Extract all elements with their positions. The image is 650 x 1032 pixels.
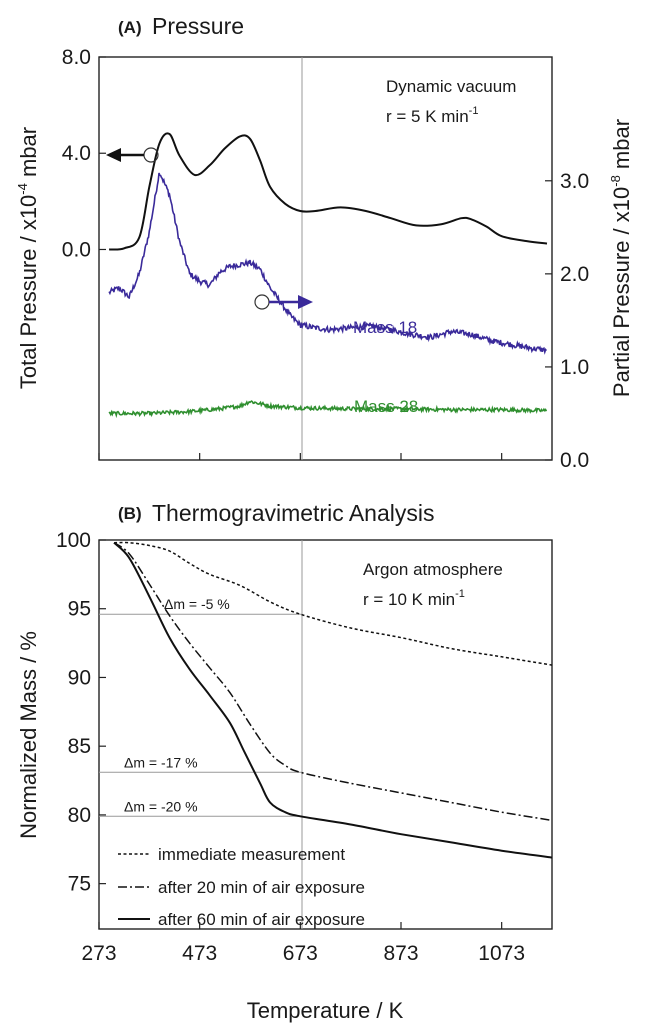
mass-18-label: Mass 18: [353, 318, 417, 337]
panel-a-left-ylabel: Total Pressure / x10-4 mbar: [15, 127, 41, 389]
mass-loss-label-2: Δm = -20 %: [124, 798, 198, 814]
panel-a-left-ticks: 0.0 4.0 8.0: [62, 46, 106, 261]
panel-b: (B) Thermogravimetric Analysis 273 473 673…: [16, 500, 553, 1023]
panel-b-x-ticks: 273 473 673 873 1073: [81, 922, 525, 965]
tga-60min-line: [113, 541, 553, 859]
legend-entry-60min: after 60 min of air exposure: [118, 910, 365, 929]
x-tick-label-3: 873: [383, 942, 418, 965]
panel-a-right-tick-label-0: 0.0: [560, 449, 589, 472]
panel-b-mass-loss-labels: Δm = -5 % Δm = -17 % Δm = -20 %: [124, 596, 230, 814]
panel-a-right-ticks: 0.0 1.0 2.0 3.0: [545, 170, 589, 472]
panel-a-title: Pressure: [152, 13, 244, 39]
panel-b-annotation: Argon atmosphere r = 10 K min-1: [363, 560, 503, 609]
panel-b-rate-exp: -1: [455, 588, 465, 600]
panel-a-x-ticks: [98, 453, 503, 460]
panel-a: (A) Pressure 0.0 4.0 8.0 0.0 1.0 2.0 3.0 Dyna…: [15, 13, 634, 472]
left-axis-arrowhead: [106, 148, 121, 162]
panel-a-left-tick-label-0: 0.0: [62, 238, 91, 261]
panel-b-y-ticks: 75 80 85 90 95 100: [56, 529, 106, 896]
legend-entry-20min: after 20 min of air exposure: [118, 878, 365, 897]
panel-b-letter: (B): [118, 504, 142, 523]
x-axis-label: Temperature / K: [247, 998, 404, 1023]
panel-a-right-ylabel: Partial Pressure / x10-8 mbar: [608, 119, 634, 397]
legend: immediate measurement after 20 min of ai…: [118, 845, 365, 929]
panel-a-frame: [98, 56, 553, 461]
tga-20min-line: [113, 542, 553, 822]
panel-a-right-tick-label-1: 1.0: [560, 356, 589, 379]
panel-a-letter: (A): [118, 18, 142, 37]
left-ylabel-exp: -4: [15, 183, 30, 195]
panel-b-y-tick-label-3: 90: [68, 666, 91, 689]
mass-loss-label-1: Δm = -17 %: [124, 754, 198, 770]
right-axis-arrowhead: [298, 295, 313, 309]
panel-b-y-tick-label-4: 95: [68, 598, 91, 621]
right-ylabel-exp: -8: [608, 175, 623, 187]
panel-b-y-tick-label-2: 85: [68, 735, 91, 758]
right-ylabel-unit: mbar: [609, 119, 634, 175]
x-tick-label-2: 673: [283, 942, 318, 965]
panel-b-rate: r = 10 K min-1: [363, 588, 465, 609]
panel-a-left-tick-label-2: 8.0: [62, 46, 91, 69]
legend-label-immediate: immediate measurement: [158, 845, 345, 864]
panel-b-reference-lines: [99, 613, 302, 817]
right-axis-pointer-marker: [254, 294, 270, 310]
panel-a-rate-exp: -1: [469, 105, 479, 117]
left-ylabel-unit: mbar: [16, 127, 41, 183]
right-axis-pointer: [254, 294, 313, 310]
panel-a-condition: Dynamic vacuum: [386, 77, 516, 96]
mass-18-line: [108, 172, 548, 355]
x-tick-label-4: 1073: [478, 942, 525, 965]
panel-a-annotation: Dynamic vacuum r = 5 K min-1: [386, 77, 516, 126]
panel-a-left-tick-label-1: 4.0: [62, 142, 91, 165]
mass-28-label: Mass 28: [354, 397, 418, 416]
panel-b-ylabel: Normalized Mass / %: [16, 631, 41, 839]
left-axis-pointer: [106, 147, 159, 163]
legend-entry-immediate: immediate measurement: [118, 845, 345, 864]
left-ylabel-base: Total Pressure / x10: [16, 195, 41, 389]
panel-a-rate-base: r = 5 K min: [386, 107, 469, 126]
mass-loss-label-0: Δm = -5 %: [164, 596, 230, 612]
panel-b-title: Thermogravimetric Analysis: [152, 500, 434, 526]
panel-b-frame: [98, 539, 553, 930]
panel-b-y-tick-label-0: 75: [68, 873, 91, 896]
panel-b-rate-base: r = 10 K min: [363, 590, 455, 609]
panel-a-right-tick-label-3: 3.0: [560, 170, 589, 193]
x-tick-label-1: 473: [182, 942, 217, 965]
panel-a-right-tick-label-2: 2.0: [560, 263, 589, 286]
panel-b-y-tick-label-1: 80: [68, 804, 91, 827]
tga-immediate-line: [114, 541, 553, 666]
total-pressure-line: [109, 132, 548, 251]
legend-label-20min: after 20 min of air exposure: [158, 878, 365, 897]
legend-label-60min: after 60 min of air exposure: [158, 910, 365, 929]
panel-b-condition: Argon atmosphere: [363, 560, 503, 579]
x-tick-label-0: 273: [81, 942, 116, 965]
panel-b-y-tick-label-5: 100: [56, 529, 91, 552]
right-ylabel-base: Partial Pressure / x10: [609, 187, 634, 397]
mass-28-line: [108, 400, 548, 419]
panel-a-rate: r = 5 K min-1: [386, 105, 478, 126]
